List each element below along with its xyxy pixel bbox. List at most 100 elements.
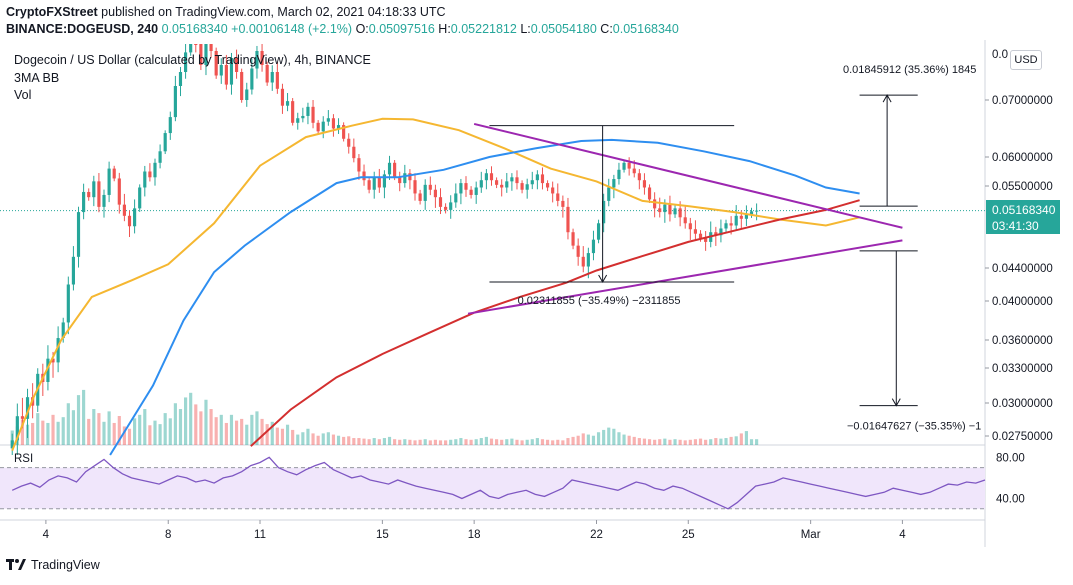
candle-body — [342, 125, 346, 139]
candle-body — [204, 44, 208, 65]
volume-bar — [535, 438, 539, 445]
indicator-volume[interactable]: Vol — [14, 88, 32, 102]
volume-bar — [581, 433, 585, 445]
candle-body — [311, 106, 315, 123]
rsi-band — [0, 467, 985, 509]
candle-body — [20, 416, 25, 419]
volume-bar — [51, 414, 55, 445]
trendline — [473, 122, 903, 229]
chart-title: Dogecoin / US Dollar (calculated by Trad… — [14, 53, 371, 67]
candle-body — [469, 189, 473, 195]
candle-body — [535, 174, 539, 181]
volume-bar — [204, 399, 208, 445]
volume-bar — [122, 426, 126, 445]
time-tick-label: 8 — [165, 529, 171, 541]
volume-bar — [133, 418, 137, 445]
target-label-down: −0.01647627 (−35.35%) −1 — [847, 421, 981, 433]
candle-body — [296, 118, 300, 123]
candle-body — [127, 215, 132, 227]
candle-body — [209, 44, 213, 51]
candle-body — [316, 122, 320, 132]
volume-bar — [586, 434, 590, 445]
indicator-ma-bb[interactable]: 3MA BB — [14, 71, 60, 85]
volume-bar — [184, 397, 188, 445]
symbol-label: BINANCE:DOGEUSD, 240 — [6, 22, 159, 36]
volume-bar — [449, 439, 453, 445]
price-tick-label: 0.03300000 — [992, 363, 1053, 375]
volume-bar — [229, 414, 234, 445]
open-label: O: — [355, 22, 369, 36]
volume-bar — [744, 431, 748, 445]
volume-bar — [352, 438, 356, 445]
volume-bar — [367, 439, 371, 445]
candle-body — [240, 72, 244, 100]
candle-body — [184, 52, 188, 72]
volume-bar — [158, 424, 162, 445]
volume-bar — [153, 420, 157, 445]
volume-bar — [500, 439, 504, 445]
volume-bar — [474, 439, 478, 445]
time-tick-label: Mar — [801, 529, 821, 541]
volume-bar — [275, 427, 279, 445]
candle-body — [510, 177, 514, 182]
volume-bar — [556, 439, 560, 445]
candle-body — [255, 51, 259, 69]
tradingview-logo[interactable]: TradingView — [6, 558, 100, 572]
volume-bar — [464, 439, 468, 445]
volume-bar — [234, 420, 239, 445]
volume-bar — [510, 438, 514, 445]
volume-bar — [495, 439, 499, 445]
candle-body — [479, 180, 483, 188]
ohlc-line: BINANCE:DOGEUSD, 240 0.05168340 +0.00106… — [6, 22, 679, 36]
candle-body — [87, 191, 91, 198]
candle-body — [622, 162, 626, 170]
volume-bar — [362, 438, 366, 445]
volume-bar — [596, 432, 601, 445]
candle-body — [107, 168, 111, 195]
candle-body — [418, 193, 422, 201]
candle-body — [525, 184, 529, 190]
price-change: +0.00106148 (+2.1%) — [231, 22, 353, 36]
time-tick-label: 22 — [590, 529, 603, 541]
low-label: L: — [520, 22, 531, 36]
volume-bar — [41, 420, 45, 445]
candle-body — [250, 68, 254, 90]
volume-bar — [525, 439, 529, 445]
volume-bar — [377, 439, 381, 445]
volume-bar — [20, 419, 25, 445]
candle-body — [683, 217, 687, 224]
volume-bar — [413, 440, 417, 445]
volume-bar — [423, 439, 427, 445]
volume-bar — [438, 440, 443, 445]
volume-bar — [612, 428, 616, 445]
volume-bar — [209, 409, 213, 445]
candle-body — [280, 88, 285, 106]
volume-bar — [336, 435, 341, 445]
candle-body — [658, 208, 662, 213]
volume-bar — [107, 411, 111, 445]
candle-body — [438, 197, 443, 207]
volume-bar — [199, 411, 203, 445]
measurement-tools: 0.02311855 (−35.49%) −2311855 0.01845912 … — [489, 64, 981, 433]
volume-bar — [280, 428, 285, 445]
high-value: 0.05221812 — [450, 22, 517, 36]
candle-body — [688, 223, 692, 230]
candle-body — [607, 187, 611, 201]
volume-bar — [387, 436, 392, 445]
publisher-name[interactable]: CryptoFXStreet — [6, 5, 98, 19]
currency-button[interactable]: USD — [1010, 50, 1042, 70]
candle-body — [189, 44, 193, 53]
volume-bar — [734, 436, 738, 445]
volume-bar — [637, 438, 641, 445]
volume-bar — [178, 409, 183, 445]
candle-body — [275, 72, 279, 89]
volume-bar — [663, 438, 667, 445]
candle-body — [698, 233, 703, 239]
volume-bar — [56, 421, 60, 445]
candle-body — [581, 256, 585, 267]
volume-bar — [245, 424, 249, 445]
volume-bar — [143, 409, 147, 445]
candle-body — [515, 177, 519, 184]
candle-body — [734, 215, 738, 226]
